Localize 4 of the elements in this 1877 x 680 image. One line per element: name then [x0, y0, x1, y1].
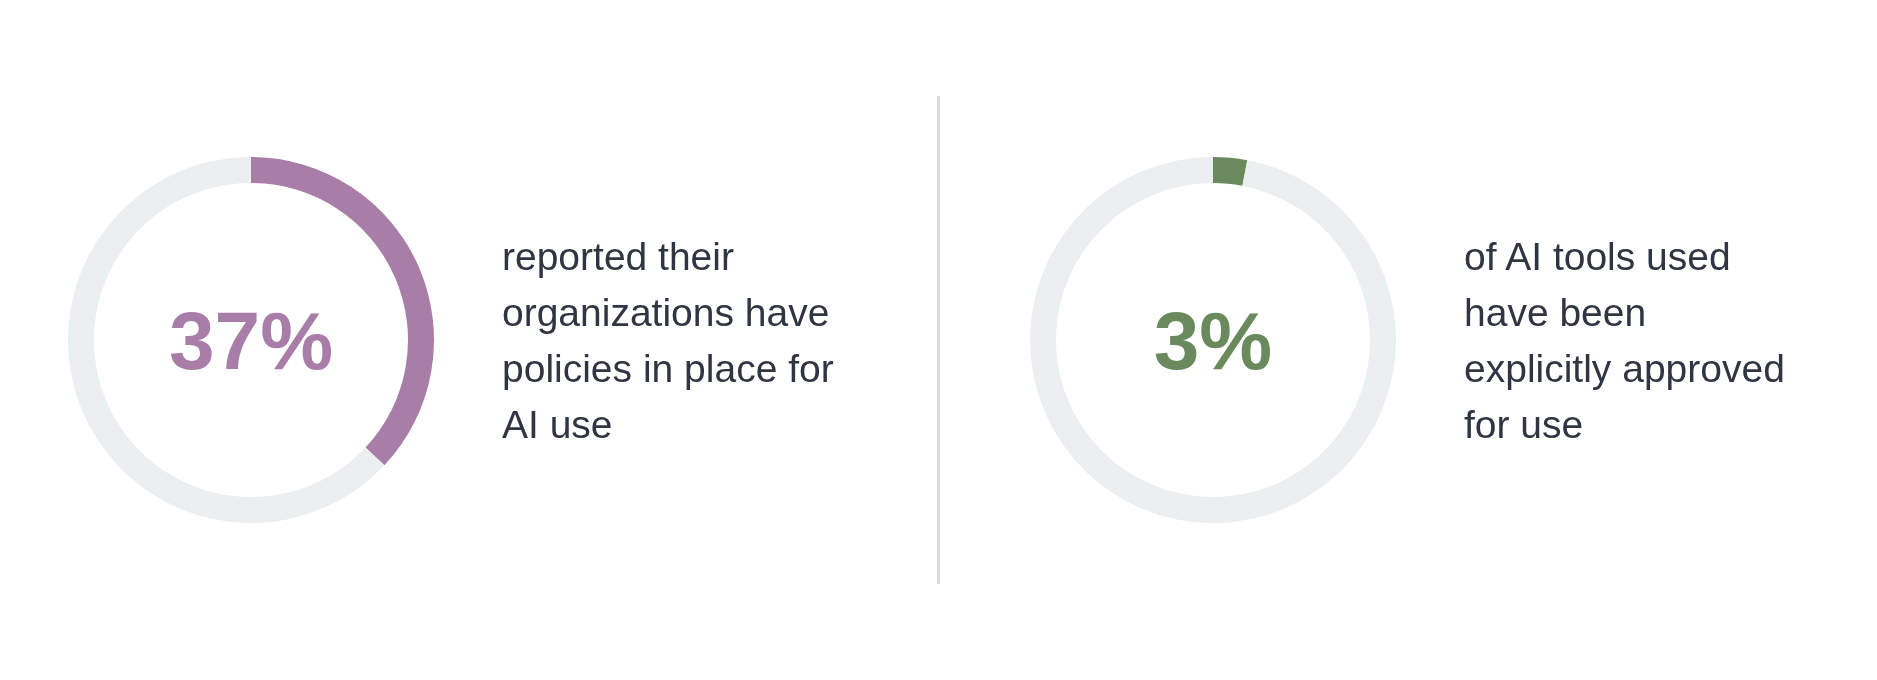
- text: 37%: [168, 295, 334, 387]
- text: of AI tools used have been explicitly approved for use: [1464, 234, 1786, 448]
- text: 3%: [1153, 295, 1273, 387]
- text: reported their organizations have policies in place for AI use: [502, 234, 835, 448]
